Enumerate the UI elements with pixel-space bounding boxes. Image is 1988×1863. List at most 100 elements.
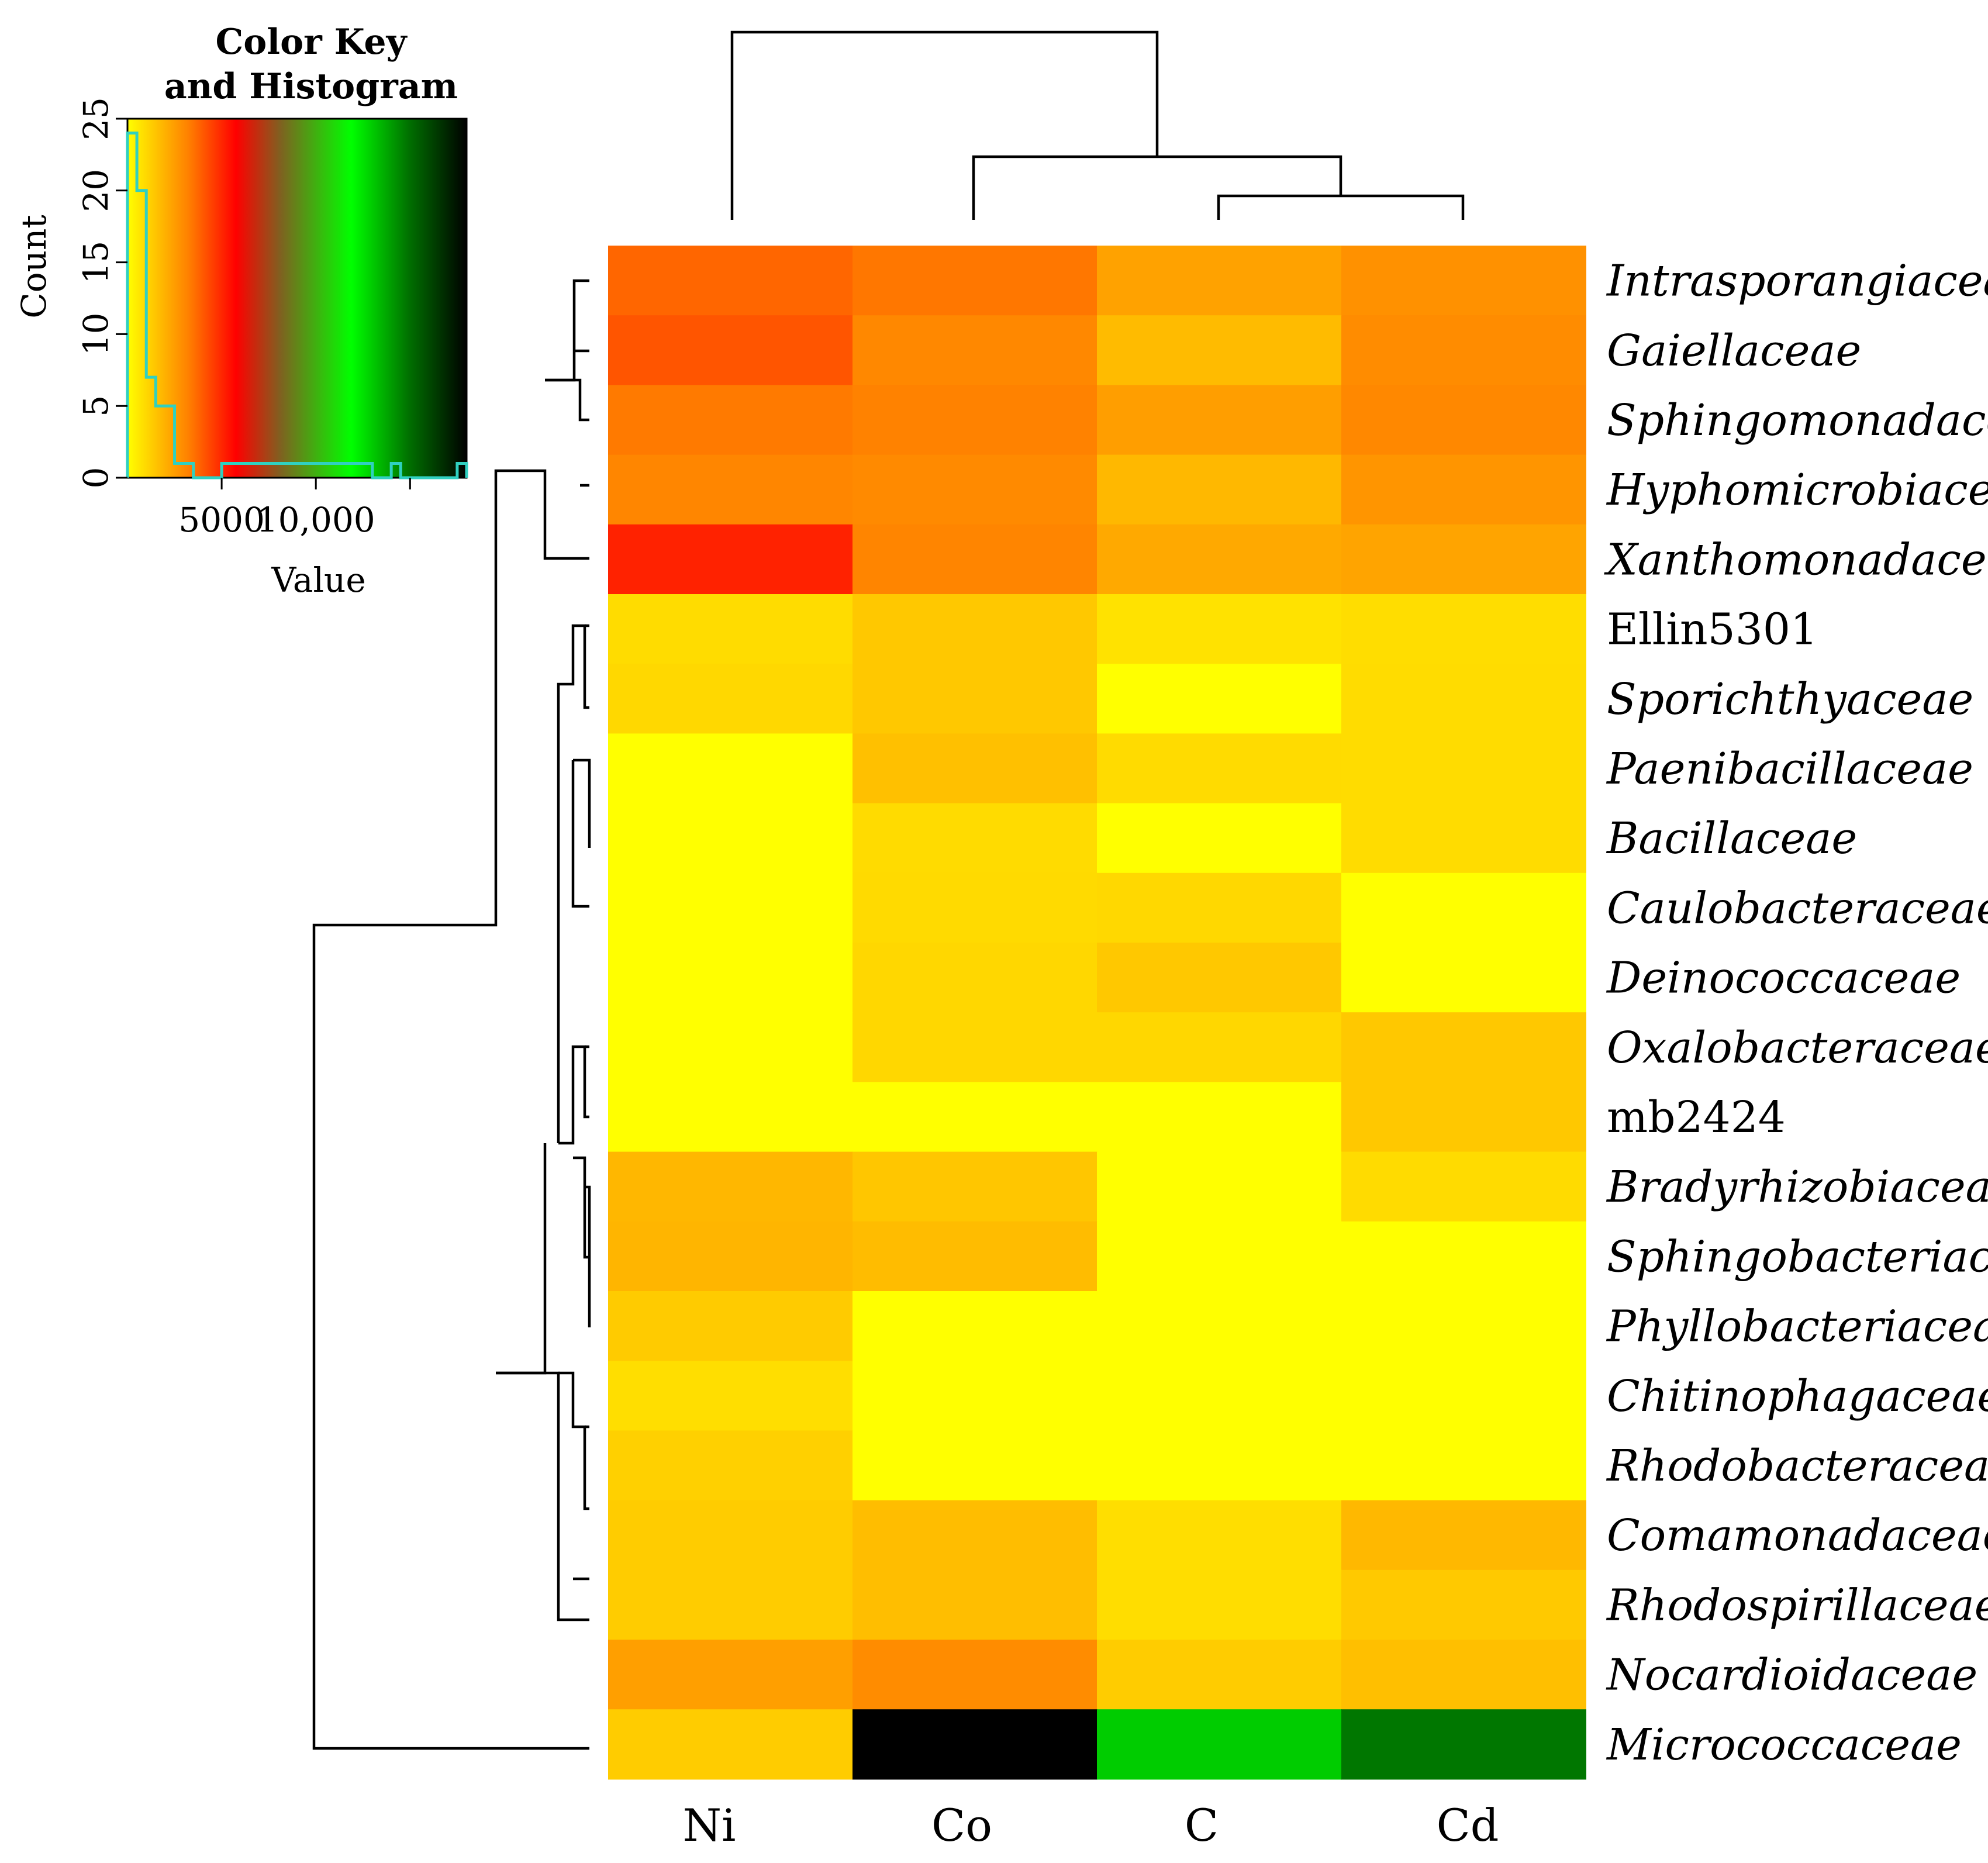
- heatmap-cell: [853, 1012, 1097, 1083]
- heatmap-cell: [1341, 1361, 1586, 1431]
- heatmap-cell: [853, 246, 1097, 316]
- heatmap-cell: [1341, 524, 1586, 595]
- row-label: Comamonadaceae: [1607, 1510, 1988, 1561]
- heatmap-cell: [608, 1640, 853, 1710]
- row-label: Phyllobacteriaceae: [1606, 1302, 1988, 1352]
- heatmap-cell: [1097, 385, 1342, 456]
- color-key-gradient: [126, 118, 468, 479]
- heatmap-cell: [608, 594, 853, 665]
- heatmap-cell: [608, 1291, 853, 1362]
- heatmap-cell: [608, 385, 853, 456]
- heatmap-cell: [853, 733, 1097, 804]
- heatmap-cell: [1341, 1709, 1586, 1780]
- heatmap-cell: [608, 1012, 853, 1083]
- heatmap-cell: [853, 1640, 1097, 1710]
- heatmap-cell: [853, 524, 1097, 595]
- heatmap-cell: [608, 803, 853, 874]
- heatmap-cell: [1097, 315, 1342, 386]
- heatmap-cell: [608, 1569, 853, 1640]
- heatmap-cell: [608, 454, 853, 525]
- heatmap-cell: [1341, 1640, 1586, 1710]
- heatmap-cell: [1097, 1361, 1342, 1431]
- row-dendrogram: [312, 279, 591, 1750]
- heatmap-cell: [1341, 1082, 1586, 1153]
- heatmap-cell: [853, 1569, 1097, 1640]
- row-label: Sphingobacteriaceae: [1607, 1231, 1988, 1282]
- heatmap-cell: [853, 1500, 1097, 1571]
- heatmap-cell: [853, 872, 1097, 943]
- y-tick-label: 5: [76, 395, 116, 417]
- heatmap-cell: [1097, 733, 1342, 804]
- heatmap-cell: [1097, 454, 1342, 525]
- row-labels: Intrasporangiaceae Gaiellaceae Sphingomona…: [1604, 256, 1988, 1770]
- color-key-xlabel: Value: [271, 560, 365, 600]
- heatmap-cell: [1097, 872, 1342, 943]
- heatmap-cell: [1097, 594, 1342, 665]
- heatmap-cell: [853, 454, 1097, 525]
- color-key-histogram: [126, 132, 468, 479]
- heatmap-cell: [1341, 246, 1586, 316]
- heatmap-cell: [1097, 1012, 1342, 1083]
- row-label: Intrasporangiaceae: [1606, 256, 1988, 306]
- heatmap-cell: [1341, 1151, 1586, 1222]
- heatmap-cell: [1097, 1291, 1342, 1362]
- heatmap-cell: [608, 246, 853, 316]
- heatmap-cell: [608, 872, 853, 943]
- row-label: Sporichthyaceae: [1607, 674, 1973, 724]
- heatmap-cell: [608, 664, 853, 734]
- heatmap-cell: [1341, 1500, 1586, 1571]
- column-label: Ni: [683, 1799, 736, 1851]
- heatmap-cell: [853, 1151, 1097, 1222]
- heatmap-cell: [608, 943, 853, 1013]
- column-label: C: [1185, 1799, 1219, 1851]
- y-tick-label: 25: [76, 97, 116, 140]
- heatmap-cell: [853, 1361, 1097, 1431]
- row-label: Ellin5301: [1607, 605, 1818, 655]
- heatmap-cell: [853, 1291, 1097, 1362]
- heatmap-cell: [853, 385, 1097, 456]
- heatmap-cell: [1341, 943, 1586, 1013]
- heatmap-cell: [1341, 385, 1586, 456]
- heatmap-cell: [1341, 803, 1586, 874]
- x-tick-label: 10,000: [257, 500, 375, 540]
- heatmap-cell: [1097, 1640, 1342, 1710]
- heatmap-cell: [853, 1709, 1097, 1780]
- row-label: Rhodobacteraceae: [1606, 1441, 1988, 1491]
- row-label: mb2424: [1607, 1092, 1786, 1143]
- heatmap-cell: [853, 594, 1097, 665]
- heatmap-cell: [1097, 1500, 1342, 1571]
- column-labels: Ni Co C Cd: [683, 1799, 1499, 1851]
- row-label: Paenibacillaceae: [1606, 744, 1973, 794]
- heatmap-cell: [853, 1430, 1097, 1501]
- heatmap-cell: [1341, 733, 1586, 804]
- y-tick-label: 10: [76, 312, 116, 356]
- heatmap-cell: [1341, 1012, 1586, 1083]
- row-label: Chitinophagaceae: [1607, 1371, 1988, 1422]
- heatmap-cell: [1341, 1221, 1586, 1292]
- row-label: Deinococcaceae: [1606, 953, 1961, 1003]
- heatmap-cell: [1341, 315, 1586, 386]
- heatmap-cell: [853, 664, 1097, 734]
- row-label: Oxalobacteraceae: [1607, 1023, 1988, 1073]
- x-tick-label: 5000: [178, 500, 265, 540]
- row-label: Bacillaceae: [1606, 813, 1857, 864]
- row-label: Micrococcaceae: [1606, 1720, 1962, 1770]
- heatmap-cell: [608, 1361, 853, 1431]
- color-key-ylabel: Count: [14, 215, 54, 318]
- heatmap-cell: [1097, 1082, 1342, 1153]
- row-label: Gaiellaceae: [1607, 326, 1861, 376]
- heatmap-cell: [853, 943, 1097, 1013]
- heatmap-cell: [853, 803, 1097, 874]
- column-label: Cd: [1437, 1799, 1499, 1851]
- heatmap-cell: [1097, 1221, 1342, 1292]
- column-label: Co: [931, 1799, 992, 1851]
- row-label: Xanthomonadaceae: [1604, 534, 1988, 585]
- heatmap-cell: [608, 524, 853, 595]
- heatmap-cell: [1341, 664, 1586, 734]
- heatmap-cell: [1097, 943, 1342, 1013]
- heatmap-cell: [1097, 1430, 1342, 1501]
- heatmap-cell: [1341, 1430, 1586, 1501]
- row-label: Hyphomicrobiaceae: [1606, 465, 1988, 515]
